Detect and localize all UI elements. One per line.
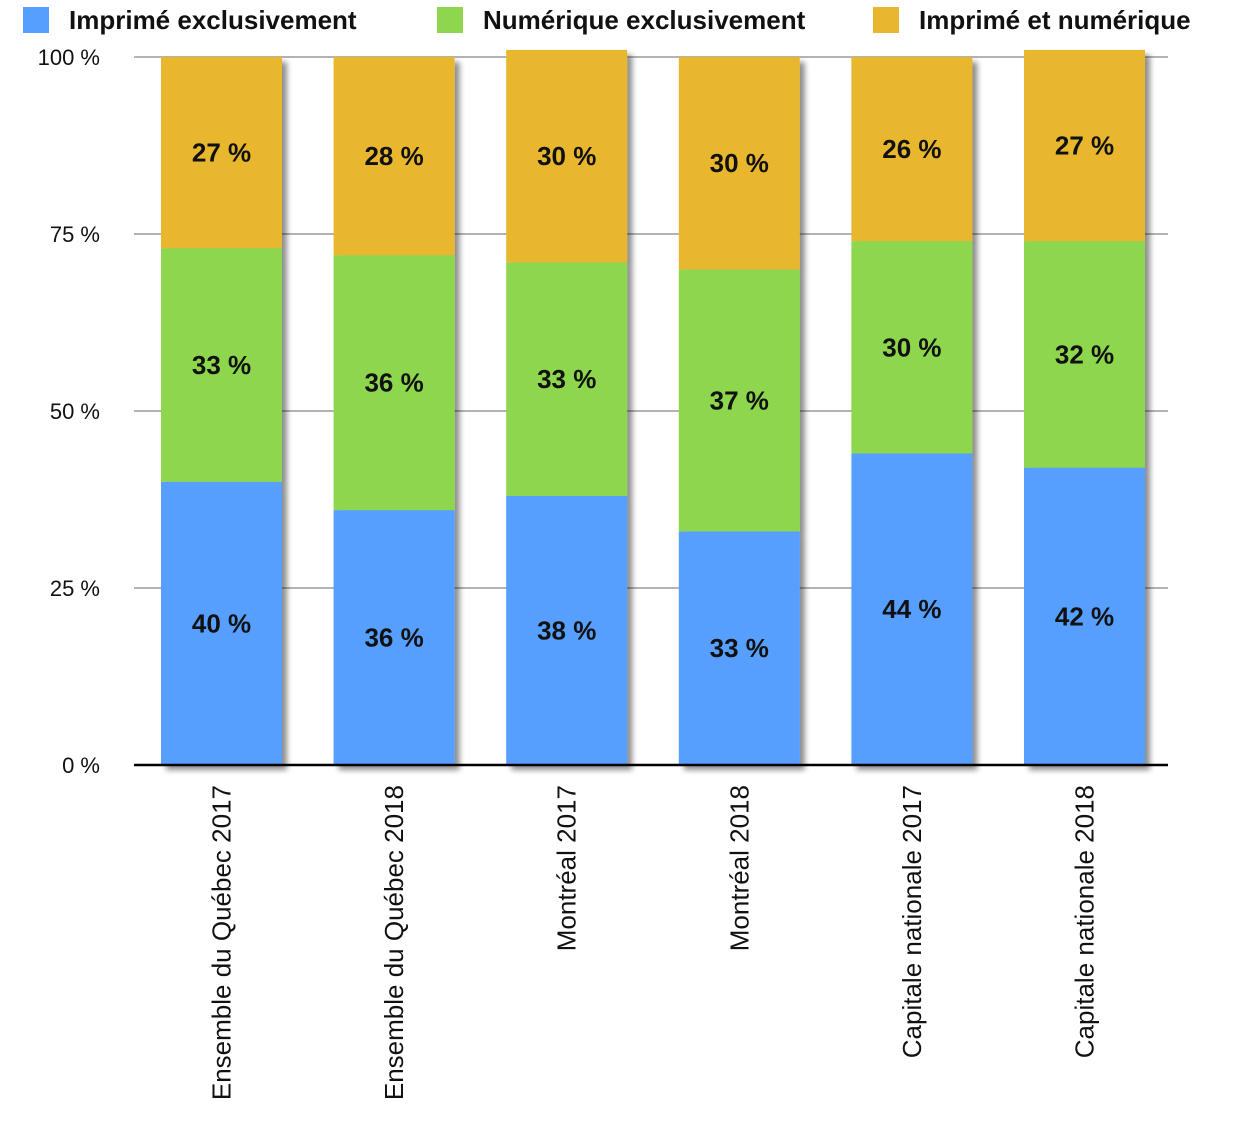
bar-segment <box>333 510 455 765</box>
bar-stack <box>1024 49 1145 765</box>
data-label: 28 % <box>364 141 423 171</box>
data-label: 42 % <box>1055 601 1114 631</box>
data-label: 40 % <box>192 608 251 638</box>
data-label: 30 % <box>882 332 941 362</box>
bar-segment <box>678 269 800 532</box>
data-label: 33 % <box>710 633 769 663</box>
data-label: 44 % <box>882 594 941 624</box>
bar-segment <box>1024 49 1145 242</box>
bar-segment <box>333 57 455 256</box>
x-category-label: Capitale nationale 2017 <box>897 785 927 1058</box>
data-label: 27 % <box>192 138 251 168</box>
bar-segment <box>678 57 800 270</box>
data-label: 37 % <box>710 385 769 415</box>
data-label: 30 % <box>537 141 596 171</box>
data-label: 36 % <box>364 623 423 653</box>
bar-segment <box>1024 241 1145 468</box>
bar-segment <box>506 495 628 765</box>
legend-swatch <box>437 7 463 33</box>
x-category-label: Ensemble du Québec 2017 <box>207 785 237 1100</box>
legend-label: Imprimé et numérique <box>919 5 1191 35</box>
bar-segment <box>506 49 628 263</box>
x-category-label: Ensemble du Québec 2018 <box>379 785 409 1100</box>
bar-segment <box>506 262 628 496</box>
bar-segment <box>1024 467 1145 765</box>
bar-segment <box>161 57 282 249</box>
data-label: 27 % <box>1055 131 1114 161</box>
bar-segment <box>851 241 973 454</box>
y-tick-label: 75 % <box>50 222 100 247</box>
data-label: 33 % <box>537 364 596 394</box>
y-tick-label: 0 % <box>62 753 100 778</box>
bar-segment <box>161 248 282 482</box>
bar-stack <box>333 57 455 765</box>
bar-stack <box>678 57 800 765</box>
x-category-label: Capitale nationale 2018 <box>1070 785 1100 1058</box>
x-category-label: Montréal 2018 <box>724 785 754 951</box>
legend-swatch <box>23 7 49 33</box>
bars <box>161 49 1145 765</box>
legend: Imprimé exclusivement Numérique exclusive… <box>23 5 1191 35</box>
bar-stack <box>851 57 973 765</box>
y-tick-label: 50 % <box>50 399 100 424</box>
legend-label: Numérique exclusivement <box>483 5 806 35</box>
bar-stack <box>161 57 282 765</box>
bar-segment <box>851 57 973 242</box>
bar-segment <box>161 481 282 765</box>
data-label: 32 % <box>1055 339 1114 369</box>
data-label: 33 % <box>192 350 251 380</box>
y-tick-label: 25 % <box>50 576 100 601</box>
bar-stack <box>506 49 628 765</box>
gridlines <box>134 56 1168 589</box>
x-category-label: Montréal 2017 <box>552 785 582 951</box>
legend-swatch <box>873 7 899 33</box>
bar-segment <box>851 453 973 765</box>
bar-segment <box>678 531 800 765</box>
y-tick-label: 100 % <box>38 45 100 70</box>
data-label: 30 % <box>710 148 769 178</box>
axes: 0 % 25 % 50 % 75 % 100 % Ensemble du Québec 2… <box>38 45 1168 1100</box>
data-labels: 40 % 33 % 27 % 36 % 36 % 28 % 38 % 33 % 30 % 33 %… <box>192 131 1114 664</box>
data-label: 38 % <box>537 615 596 645</box>
data-label: 36 % <box>364 368 423 398</box>
bar-segment <box>333 255 455 511</box>
data-label: 26 % <box>882 134 941 164</box>
legend-label: Imprimé exclusivement <box>69 5 357 35</box>
